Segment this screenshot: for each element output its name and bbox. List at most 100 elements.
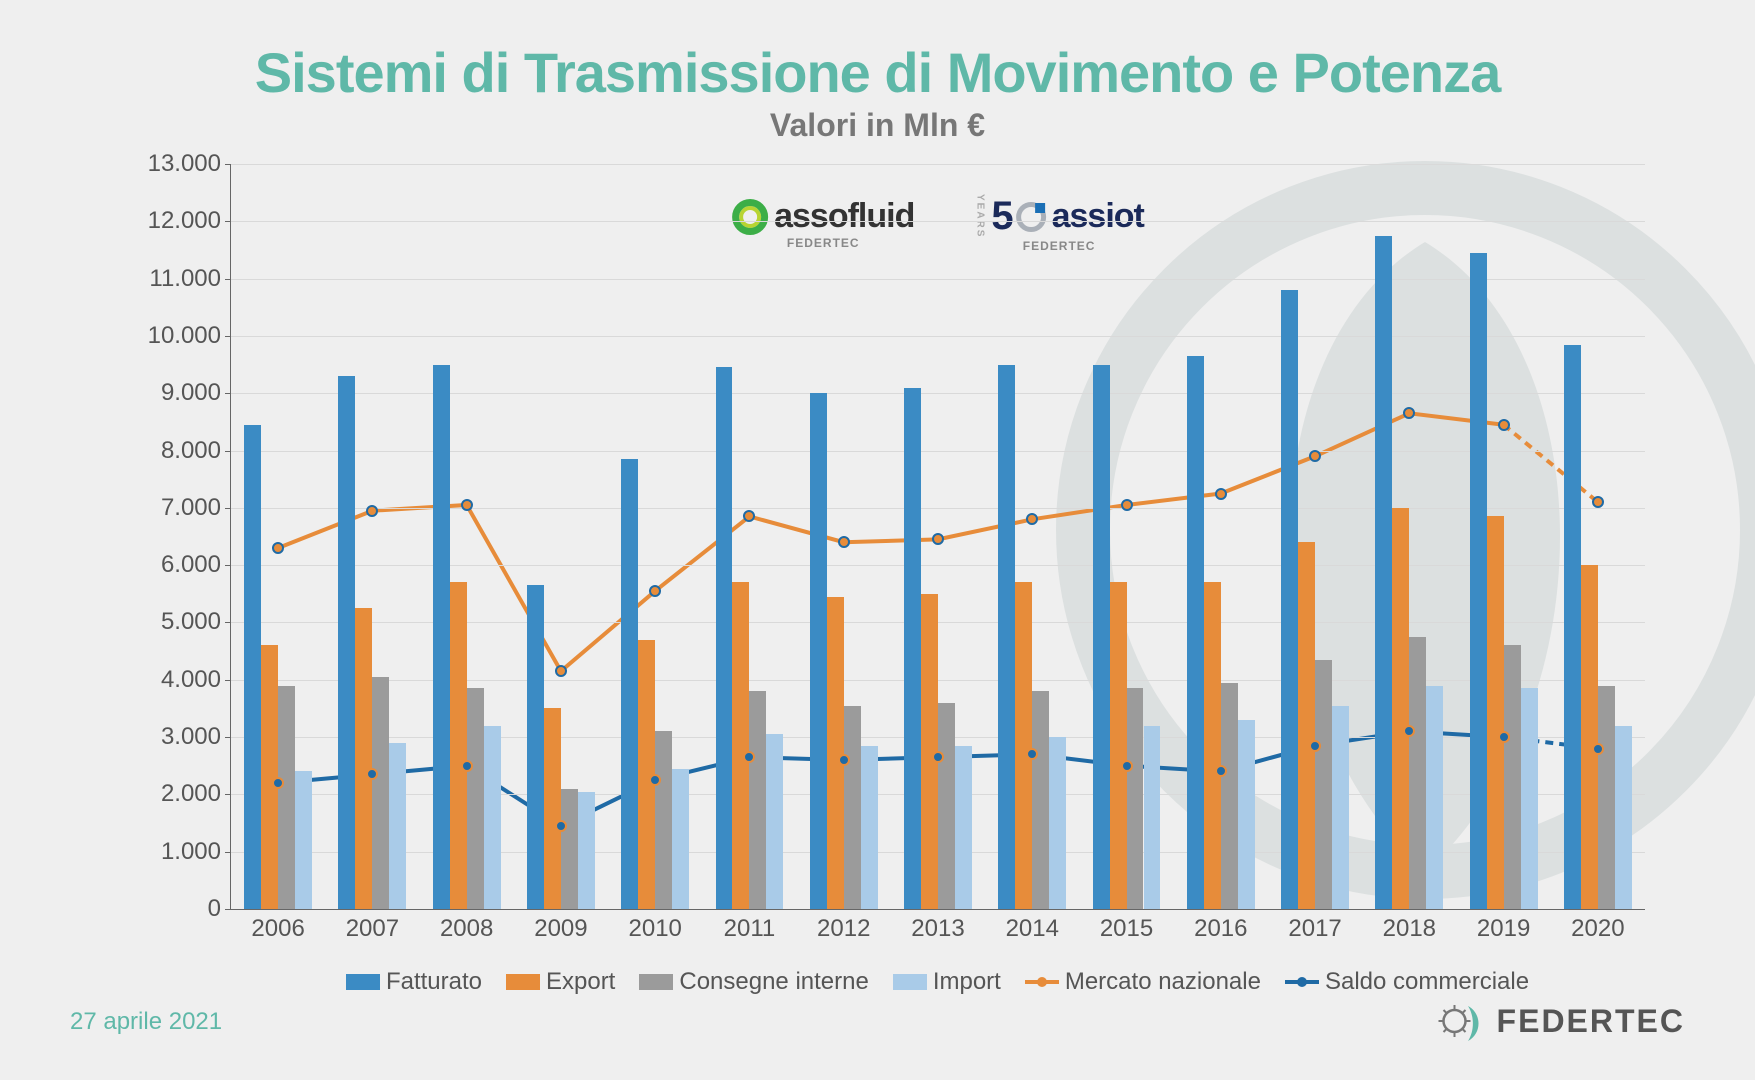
bar-export	[1204, 582, 1221, 909]
y-axis-label: 2.000	[161, 780, 231, 808]
bar-export	[1487, 516, 1504, 909]
x-axis-label: 2010	[628, 909, 681, 943]
bar-consegne-interne	[467, 688, 484, 909]
bar-consegne-interne	[749, 691, 766, 909]
marker-mercato-nazionale	[1592, 496, 1604, 508]
legend-label: Fatturato	[386, 968, 482, 996]
x-axis-label: 2019	[1477, 909, 1530, 943]
y-axis-label: 9.000	[161, 379, 231, 407]
marker-saldo-commerciale	[1592, 743, 1604, 755]
x-axis-label: 2020	[1571, 909, 1624, 943]
legend: Fatturato Export Consegne interne Import Mer…	[230, 968, 1645, 996]
line-mercato-nazionale	[1504, 425, 1598, 502]
legend-swatch	[506, 974, 540, 990]
footer-date: 27 aprile 2021	[70, 1008, 222, 1036]
bar-fatturato	[810, 393, 827, 909]
bar-consegne-interne	[844, 706, 861, 909]
marker-mercato-nazionale	[838, 536, 850, 548]
bar-export	[544, 708, 561, 909]
bar-import	[1238, 720, 1255, 909]
grid-line	[231, 336, 1645, 337]
legend-label: Consegne interne	[679, 968, 868, 996]
legend-label: Import	[933, 968, 1001, 996]
bar-consegne-interne	[1127, 688, 1144, 909]
bar-consegne-interne	[561, 789, 578, 909]
bar-consegne-interne	[1315, 660, 1332, 909]
bar-consegne-interne	[278, 686, 295, 910]
grid-line	[231, 164, 1645, 165]
bar-consegne-interne	[1409, 637, 1426, 909]
bar-export	[1110, 582, 1127, 909]
plot-area: assofluid FEDERTEC YEARS 5 assiot FEDERT…	[230, 164, 1645, 910]
bar-consegne-interne	[1504, 645, 1521, 909]
x-axis-label: 2009	[534, 909, 587, 943]
legend-item: Mercato nazionale	[1025, 968, 1261, 996]
x-axis-label: 2013	[911, 909, 964, 943]
marker-saldo-commerciale	[1121, 760, 1133, 772]
bar-consegne-interne	[655, 731, 672, 909]
legend-item: Consegne interne	[639, 968, 868, 996]
page-subtitle: Valori in Mln €	[70, 107, 1685, 144]
x-axis-label: 2012	[817, 909, 870, 943]
bar-fatturato	[1564, 345, 1581, 909]
bar-fatturato	[998, 365, 1015, 909]
bar-fatturato	[338, 376, 355, 909]
bar-import	[766, 734, 783, 909]
legend-swatch	[1025, 980, 1059, 984]
grid-line	[231, 279, 1645, 280]
y-axis-label: 10.000	[148, 322, 231, 350]
marker-mercato-nazionale	[1215, 488, 1227, 500]
footer-brand-text: FEDERTEC	[1497, 1003, 1685, 1040]
y-axis-label: 11.000	[149, 265, 231, 293]
x-axis-label: 2017	[1288, 909, 1341, 943]
bar-import	[672, 769, 689, 909]
bar-fatturato	[716, 367, 733, 909]
bar-import	[861, 746, 878, 909]
marker-mercato-nazionale	[272, 542, 284, 554]
bar-fatturato	[1093, 365, 1110, 909]
bar-import	[1615, 726, 1632, 909]
federtec-icon	[1437, 996, 1487, 1046]
x-axis-label: 2006	[251, 909, 304, 943]
bar-import	[295, 771, 312, 909]
bar-fatturato	[1187, 356, 1204, 909]
legend-swatch	[893, 974, 927, 990]
bar-import	[1144, 726, 1161, 909]
y-axis-label: 0	[208, 895, 231, 923]
bar-import	[1426, 686, 1443, 910]
marker-mercato-nazionale	[461, 499, 473, 511]
x-axis-label: 2008	[440, 909, 493, 943]
legend-item: Saldo commerciale	[1285, 968, 1529, 996]
marker-saldo-commerciale	[461, 760, 473, 772]
bar-export	[827, 597, 844, 909]
x-axis-label: 2015	[1100, 909, 1153, 943]
legend-item: Import	[893, 968, 1001, 996]
marker-saldo-commerciale	[1498, 731, 1510, 743]
x-axis-label: 2016	[1194, 909, 1247, 943]
legend-swatch	[1285, 980, 1319, 984]
bar-export	[1581, 565, 1598, 909]
marker-saldo-commerciale	[1309, 740, 1321, 752]
y-axis-label: 7.000	[161, 494, 231, 522]
y-axis-label: 3.000	[161, 723, 231, 751]
x-axis-label: 2007	[346, 909, 399, 943]
bar-consegne-interne	[372, 677, 389, 909]
bar-export	[355, 608, 372, 909]
legend-item: Export	[506, 968, 615, 996]
legend-swatch	[639, 974, 673, 990]
bar-consegne-interne	[938, 703, 955, 909]
marker-saldo-commerciale	[555, 820, 567, 832]
bar-fatturato	[1470, 253, 1487, 909]
bar-import	[484, 726, 501, 909]
bar-import	[578, 792, 595, 909]
bar-import	[1332, 706, 1349, 909]
bar-export	[1015, 582, 1032, 909]
marker-mercato-nazionale	[1121, 499, 1133, 511]
bar-export	[1392, 508, 1409, 909]
bar-fatturato	[1375, 236, 1392, 909]
bar-import	[1521, 688, 1538, 909]
legend-item: Fatturato	[346, 968, 482, 996]
legend-label: Mercato nazionale	[1065, 968, 1261, 996]
y-axis-label: 8.000	[161, 437, 231, 465]
bar-import	[955, 746, 972, 909]
